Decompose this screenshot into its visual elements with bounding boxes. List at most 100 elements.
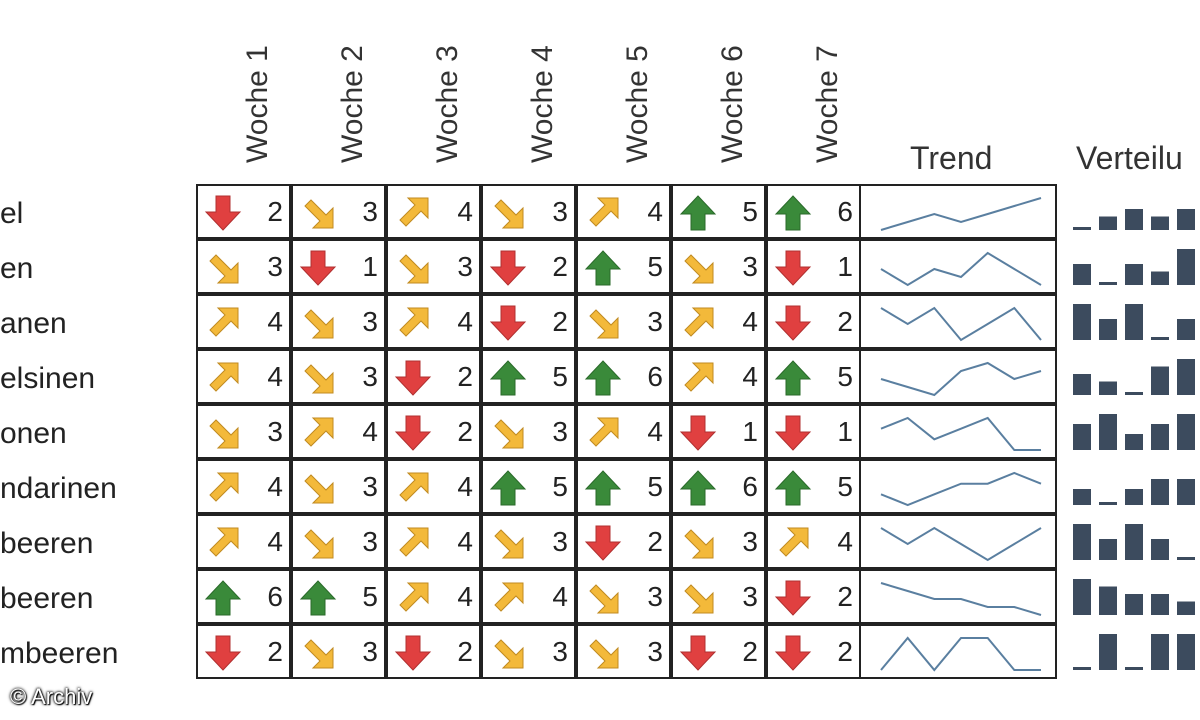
distribution-bars: [1069, 569, 1200, 624]
grid-cell: 3: [291, 184, 386, 239]
grid-cell: 2: [481, 239, 576, 294]
arrow-down-right-icon: [299, 634, 337, 672]
distribution-bar: [1177, 414, 1195, 450]
distribution-bar: [1099, 586, 1117, 615]
grid-cell: 2: [766, 569, 861, 624]
grid-cell: 3: [291, 459, 386, 514]
arrow-down-icon: [489, 304, 527, 342]
row-label: en: [0, 252, 34, 285]
grid-cell: 2: [386, 349, 481, 404]
cell-value: 4: [742, 306, 758, 337]
cell-value: 5: [837, 361, 853, 392]
trend-sparkline: [859, 184, 1057, 239]
cell-value: 3: [742, 251, 758, 282]
cell-value: 3: [647, 581, 663, 612]
row-label: anen: [0, 307, 67, 340]
cell-value: 3: [647, 306, 663, 337]
grid-cell: 3: [481, 404, 576, 459]
grid-cell: 4: [291, 404, 386, 459]
arrow-down-right-icon: [204, 414, 242, 452]
grid-cell: 3: [291, 294, 386, 349]
grid-cell: 5: [576, 239, 671, 294]
cell-value: 1: [837, 251, 853, 282]
cell-value: 3: [742, 526, 758, 557]
distribution-bars: [1069, 624, 1200, 679]
grid-cell: 6: [196, 569, 291, 624]
column-header-woche-1: Woche 1: [196, 0, 291, 184]
grid-cell: 2: [576, 514, 671, 569]
grid-cell: 2: [481, 294, 576, 349]
arrow-up-right-icon: [394, 304, 432, 342]
column-header-woche-2: Woche 2: [291, 0, 386, 184]
arrow-up-icon: [774, 194, 812, 232]
distribution-bar: [1125, 594, 1143, 615]
trend-line: [880, 471, 1042, 507]
trend-line: [880, 526, 1042, 562]
cell-value: 3: [362, 361, 378, 392]
distribution-bar: [1073, 424, 1091, 450]
trend-sparkline: [859, 459, 1057, 514]
cell-value: 2: [457, 636, 473, 667]
cell-value: 4: [647, 416, 663, 447]
distribution-bars: [1069, 349, 1200, 404]
arrow-up-right-icon: [679, 304, 717, 342]
cell-value: 4: [362, 416, 378, 447]
arrow-up-right-icon: [204, 304, 242, 342]
arrow-up-icon: [679, 194, 717, 232]
trend-sparkline: [859, 514, 1057, 569]
cell-value: 3: [742, 581, 758, 612]
arrow-down-icon: [489, 249, 527, 287]
arrow-down-icon: [299, 249, 337, 287]
distribution-bar: [1125, 524, 1143, 560]
column-header-label: Woche 5: [620, 45, 654, 163]
cell-value: 3: [552, 636, 568, 667]
grid-cell: 3: [671, 239, 766, 294]
distribution-bar: [1073, 264, 1091, 285]
arrow-down-icon: [394, 359, 432, 397]
cell-value: 2: [267, 196, 283, 227]
distribution-bar: [1099, 539, 1117, 560]
arrow-down-icon: [584, 524, 622, 562]
cell-value: 5: [552, 471, 568, 502]
distribution-bar: [1177, 319, 1195, 340]
distribution-bar: [1151, 366, 1169, 395]
arrow-down-icon: [774, 249, 812, 287]
arrow-up-icon: [774, 469, 812, 507]
row-label: el: [0, 197, 24, 230]
cell-value: 4: [457, 471, 473, 502]
distribution-bar: [1177, 601, 1195, 615]
arrow-up-right-icon: [584, 194, 622, 232]
grid-cell: 4: [196, 459, 291, 514]
grid-cell: 3: [481, 624, 576, 679]
grid-cell: 3: [671, 514, 766, 569]
arrow-down-icon: [774, 414, 812, 452]
arrow-down-right-icon: [489, 194, 527, 232]
row-label: onen: [0, 417, 67, 450]
grid-cell: 6: [766, 184, 861, 239]
arrow-down-right-icon: [679, 249, 717, 287]
grid-cell: 4: [196, 514, 291, 569]
cell-value: 3: [362, 526, 378, 557]
cell-value: 4: [457, 526, 473, 557]
arrow-down-icon: [204, 194, 242, 232]
cell-value: 3: [267, 416, 283, 447]
arrow-down-right-icon: [679, 524, 717, 562]
cell-value: 4: [457, 581, 473, 612]
column-header-label: Woche 6: [715, 45, 749, 163]
grid-cell: 4: [386, 294, 481, 349]
arrow-down-right-icon: [204, 249, 242, 287]
cell-value: 4: [267, 361, 283, 392]
distribution-bar: [1099, 381, 1117, 395]
cell-value: 3: [267, 251, 283, 282]
grid-cell: 4: [671, 294, 766, 349]
distribution-bar: [1073, 579, 1091, 615]
grid-cell: 1: [766, 404, 861, 459]
column-header-woche-3: Woche 3: [386, 0, 481, 184]
arrow-up-icon: [489, 469, 527, 507]
arrow-down-right-icon: [299, 359, 337, 397]
column-header-woche-6: Woche 6: [671, 0, 766, 184]
arrow-up-right-icon: [679, 359, 717, 397]
grid-cell: 2: [766, 294, 861, 349]
distribution-bars: [1069, 404, 1200, 459]
arrow-down-right-icon: [584, 304, 622, 342]
